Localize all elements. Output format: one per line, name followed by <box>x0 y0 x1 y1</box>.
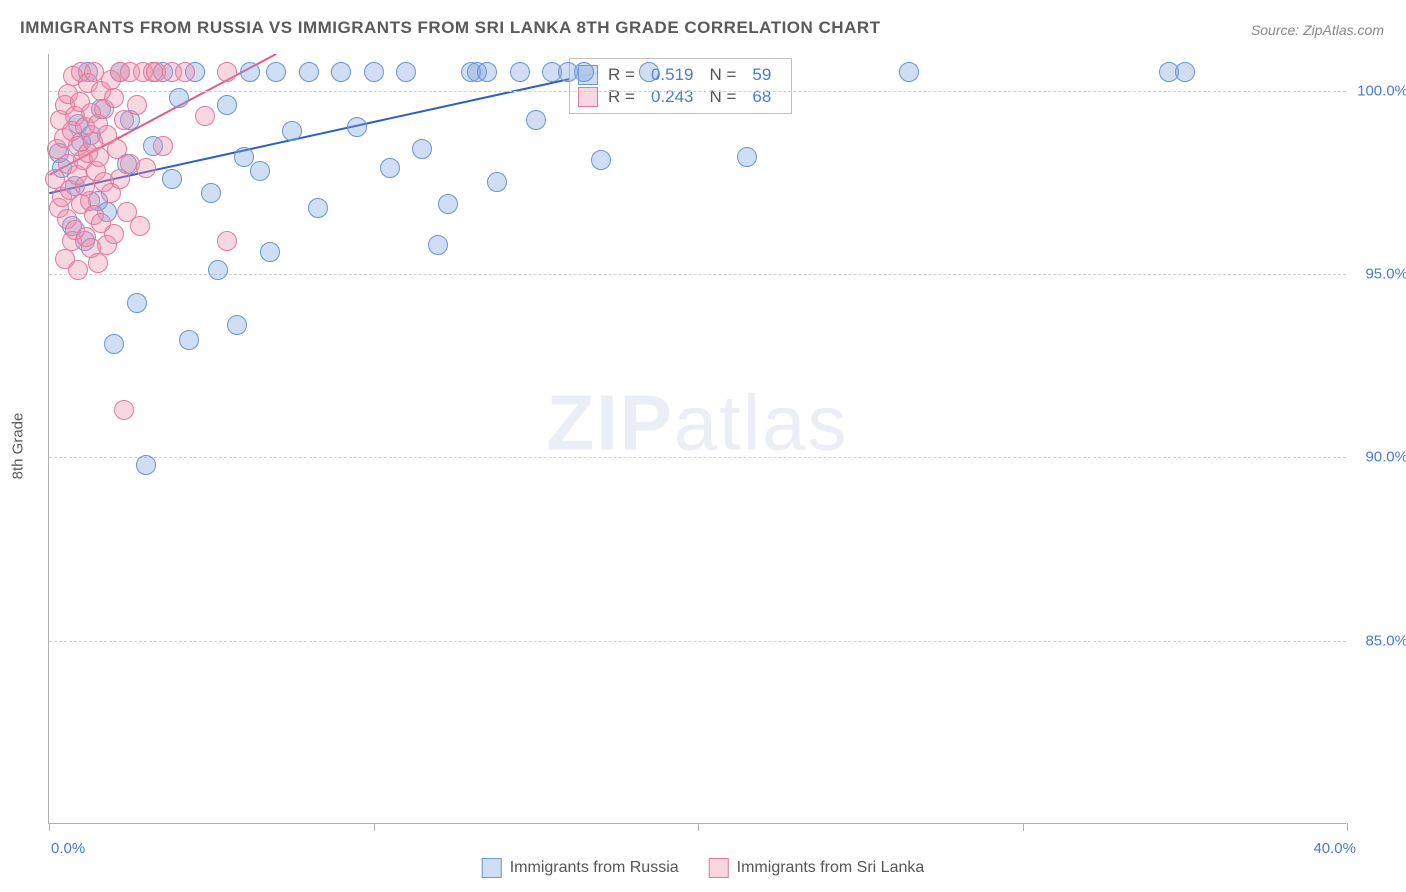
data-point <box>240 62 260 82</box>
data-point <box>282 121 302 141</box>
data-point <box>130 216 150 236</box>
data-point <box>104 88 124 108</box>
watermark: ZIPatlas <box>546 378 848 469</box>
bottom-legend: Immigrants from Russia Immigrants from Sr… <box>482 858 925 878</box>
data-point <box>208 260 228 280</box>
data-point <box>364 62 384 82</box>
data-point <box>574 62 594 82</box>
data-point <box>266 62 286 82</box>
data-point <box>127 95 147 115</box>
data-point <box>195 106 215 126</box>
legend-box: R = 0.519N = 59R = 0.243N = 68 <box>569 58 792 114</box>
data-point <box>162 169 182 189</box>
data-point <box>127 293 147 313</box>
x-tick <box>698 823 699 831</box>
legend-swatch <box>709 858 729 878</box>
data-point <box>88 253 108 273</box>
data-point <box>308 198 328 218</box>
y-tick-label: 85.0% <box>1365 632 1406 649</box>
trend-lines <box>49 54 1346 823</box>
data-point <box>591 150 611 170</box>
data-point <box>153 136 173 156</box>
gridline <box>49 641 1346 642</box>
data-point <box>347 117 367 137</box>
data-point <box>412 139 432 159</box>
x-label-max: 40.0% <box>1313 840 1356 857</box>
series-name: Immigrants from Russia <box>510 859 679 877</box>
legend-row: R = 0.519N = 59 <box>578 65 777 85</box>
data-point <box>114 400 134 420</box>
data-point <box>169 88 189 108</box>
data-point <box>179 330 199 350</box>
y-tick-label: 100.0% <box>1357 82 1406 99</box>
bottom-legend-item: Immigrants from Sri Lanka <box>709 858 925 878</box>
data-point <box>104 334 124 354</box>
data-point <box>380 158 400 178</box>
x-tick <box>1347 823 1348 831</box>
data-point <box>639 62 659 82</box>
data-point <box>234 147 254 167</box>
legend-n-value: 59 <box>752 65 771 85</box>
chart-title: IMMIGRANTS FROM RUSSIA VS IMMIGRANTS FRO… <box>20 18 881 38</box>
data-point <box>250 161 270 181</box>
data-point <box>737 147 757 167</box>
data-point <box>217 231 237 251</box>
data-point <box>104 224 124 244</box>
data-point <box>217 95 237 115</box>
data-point <box>438 194 458 214</box>
data-point <box>396 62 416 82</box>
data-point <box>299 62 319 82</box>
legend-r-label: R = <box>608 65 635 85</box>
x-tick <box>374 823 375 831</box>
data-point <box>526 110 546 130</box>
data-point <box>487 172 507 192</box>
data-point <box>201 183 221 203</box>
data-point <box>68 260 88 280</box>
series-name: Immigrants from Sri Lanka <box>737 859 925 877</box>
data-point <box>136 455 156 475</box>
y-axis-label: 8th Grade <box>10 413 27 480</box>
data-point <box>1175 62 1195 82</box>
legend-swatch <box>482 858 502 878</box>
data-point <box>428 235 448 255</box>
x-label-min: 0.0% <box>51 840 85 857</box>
data-point <box>175 62 195 82</box>
gridline <box>49 457 1346 458</box>
y-tick-label: 95.0% <box>1365 266 1406 283</box>
bottom-legend-item: Immigrants from Russia <box>482 858 679 878</box>
data-point <box>510 62 530 82</box>
legend-n-label: N = <box>709 65 736 85</box>
data-point <box>227 315 247 335</box>
y-tick-label: 90.0% <box>1365 449 1406 466</box>
data-point <box>217 62 237 82</box>
source-credit: Source: ZipAtlas.com <box>1251 22 1384 38</box>
data-point <box>331 62 351 82</box>
data-point <box>899 62 919 82</box>
data-point <box>260 242 280 262</box>
gridline <box>49 274 1346 275</box>
x-tick <box>1023 823 1024 831</box>
data-point <box>477 62 497 82</box>
gridline <box>49 91 1346 92</box>
data-point <box>136 158 156 178</box>
x-tick <box>49 823 50 831</box>
plot-area: ZIPatlas R = 0.519N = 59R = 0.243N = 68 … <box>48 54 1346 824</box>
